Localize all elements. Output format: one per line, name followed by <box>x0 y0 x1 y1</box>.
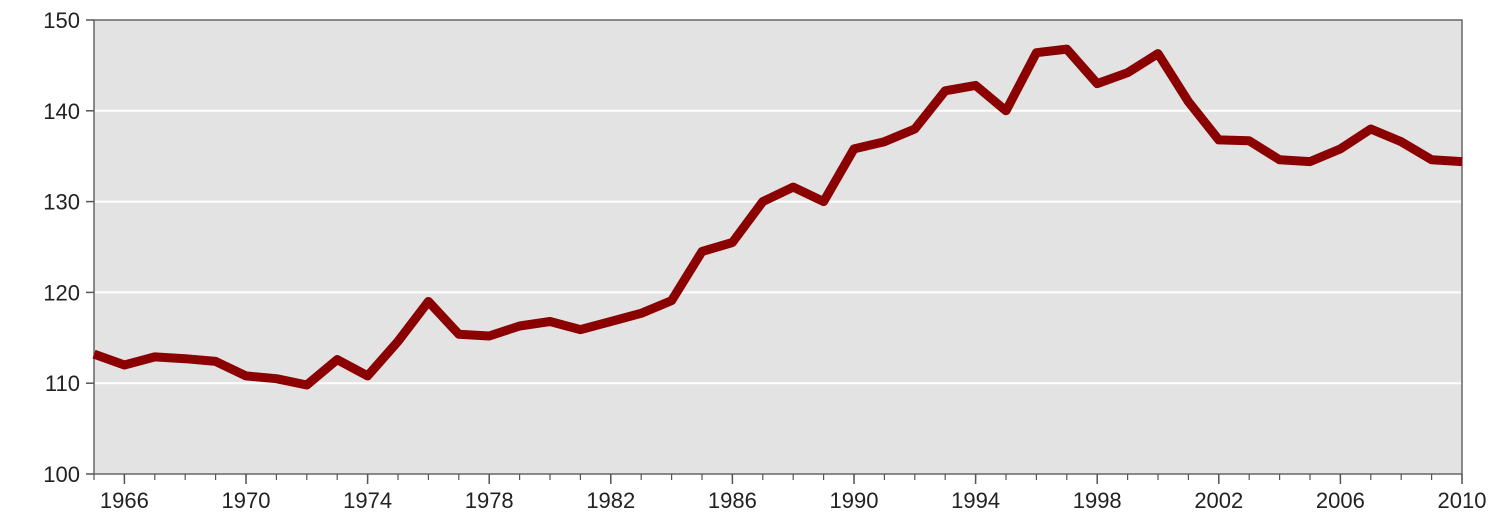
x-tick-label: 1974 <box>343 488 392 513</box>
x-tick-label: 1990 <box>830 488 879 513</box>
y-tick-label: 100 <box>43 462 80 487</box>
x-tick-label: 2006 <box>1316 488 1365 513</box>
y-tick-label: 110 <box>45 371 80 396</box>
x-tick-label: 2010 <box>1438 488 1487 513</box>
x-tick-label: 1994 <box>951 488 1000 513</box>
x-tick-label: 1986 <box>708 488 757 513</box>
x-tick-label: 1966 <box>100 488 149 513</box>
grid-lines <box>94 109 1462 385</box>
plot-frame <box>93 19 1463 475</box>
y-tick-label: 130 <box>43 190 80 215</box>
x-tick-label: 1998 <box>1073 488 1122 513</box>
axes <box>93 19 1463 475</box>
y-tick-labels: 100 110 120 130 140 150 <box>43 8 80 487</box>
y-tick-label: 140 <box>43 99 80 124</box>
series-group <box>92 44 1463 390</box>
tick-marks <box>86 19 1463 484</box>
x-tick-label: 1970 <box>222 488 271 513</box>
y-tick-label: 150 <box>43 8 80 33</box>
plot-area <box>94 20 1462 474</box>
x-tick-label: 2002 <box>1194 488 1243 513</box>
y-tick-label: 120 <box>43 280 80 305</box>
x-tick-labels: 1966 1970 1974 1978 1982 1986 1990 1994 1998 2002… <box>100 488 1487 513</box>
x-tick-label: 1982 <box>586 488 635 513</box>
series-line <box>92 44 1463 390</box>
x-tick-label: 1978 <box>465 488 514 513</box>
